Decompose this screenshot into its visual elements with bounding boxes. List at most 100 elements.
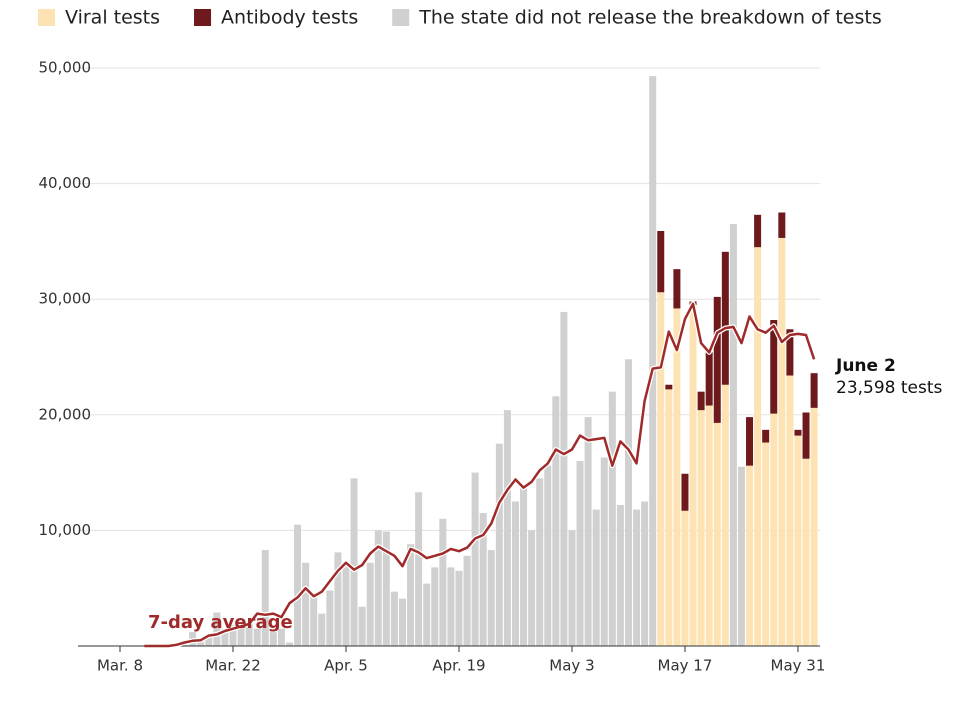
bar [568, 530, 576, 646]
bar [624, 359, 632, 646]
bar [520, 486, 528, 646]
average-line [144, 302, 816, 648]
bar [503, 410, 511, 646]
y-tick-label: 20,000 [39, 405, 92, 423]
bar [310, 593, 318, 646]
bar [770, 320, 778, 414]
bar [439, 518, 447, 646]
bar [762, 429, 770, 443]
x-tick-label: May 17 [658, 657, 713, 675]
bar [794, 435, 802, 646]
bar [407, 544, 415, 646]
bar [285, 642, 293, 646]
bar [689, 304, 697, 646]
legend-label: Antibody tests [221, 7, 358, 29]
bar [770, 413, 778, 646]
y-tick-label: 40,000 [39, 174, 92, 192]
bar [447, 567, 455, 646]
bar [737, 466, 745, 646]
bar [802, 412, 810, 459]
bar [479, 513, 487, 646]
end-date: June 2 [835, 356, 896, 376]
bar [294, 524, 302, 646]
bar [746, 465, 754, 646]
bar [794, 429, 802, 436]
bar [245, 622, 253, 646]
bar [600, 457, 608, 646]
bar [366, 562, 374, 646]
bar [374, 530, 382, 646]
average-line [144, 301, 817, 649]
bar [778, 237, 786, 646]
bar [326, 590, 334, 646]
bar [487, 550, 495, 646]
bar [463, 555, 471, 646]
bar [423, 583, 431, 646]
bar [528, 530, 536, 646]
x-tick-label: May 31 [771, 657, 826, 675]
bar [754, 247, 762, 646]
x-tick-label: Mar. 22 [205, 657, 261, 675]
bar [253, 628, 261, 646]
bar [657, 292, 665, 646]
bar [398, 598, 406, 646]
bar [754, 214, 762, 248]
bar [358, 606, 366, 646]
bar [810, 373, 818, 408]
bar [705, 352, 713, 406]
bar [705, 405, 713, 646]
bar [277, 628, 285, 646]
legend-swatch [38, 9, 55, 26]
bar [576, 461, 584, 646]
bar [673, 308, 681, 646]
bar [536, 478, 544, 646]
bar [778, 212, 786, 238]
bar [697, 391, 705, 411]
bar [721, 251, 729, 385]
legend-label: Viral tests [65, 7, 160, 29]
bar [633, 509, 641, 646]
bar [697, 410, 705, 646]
legend-swatch [194, 9, 212, 26]
bar [390, 591, 398, 646]
bar [302, 562, 310, 646]
bar [786, 329, 794, 376]
legend: Viral tests Antibody tests The state did n… [38, 7, 882, 29]
bar [729, 224, 737, 646]
bar [455, 570, 463, 646]
bar [721, 384, 729, 646]
bar [665, 389, 673, 646]
bar [495, 443, 503, 646]
bar [334, 552, 342, 646]
bar [544, 465, 552, 646]
bar [213, 612, 221, 646]
y-tick-label: 50,000 [39, 59, 92, 77]
bar [665, 384, 673, 390]
bar [229, 625, 237, 646]
x-tick-label: Apr. 5 [324, 657, 368, 675]
bar [552, 396, 560, 646]
bar [746, 417, 754, 466]
bar [318, 613, 326, 646]
bar [713, 422, 721, 646]
x-tick-label: Apr. 19 [432, 657, 485, 675]
bar [350, 478, 358, 646]
line-label: 7-day average [148, 612, 293, 633]
bar [342, 561, 350, 646]
legend-swatch [392, 9, 410, 26]
bar [181, 644, 189, 646]
bar [269, 632, 277, 646]
bar [584, 417, 592, 646]
bar [471, 472, 479, 646]
bar [786, 375, 794, 646]
bar [415, 492, 423, 646]
bar [511, 501, 519, 646]
end-value: 23,598 tests [836, 378, 943, 398]
bar [560, 311, 568, 646]
bar [221, 628, 229, 646]
bar [382, 531, 390, 646]
bar [681, 510, 689, 646]
bar [810, 407, 818, 646]
bar [616, 504, 624, 646]
bar [713, 296, 721, 423]
